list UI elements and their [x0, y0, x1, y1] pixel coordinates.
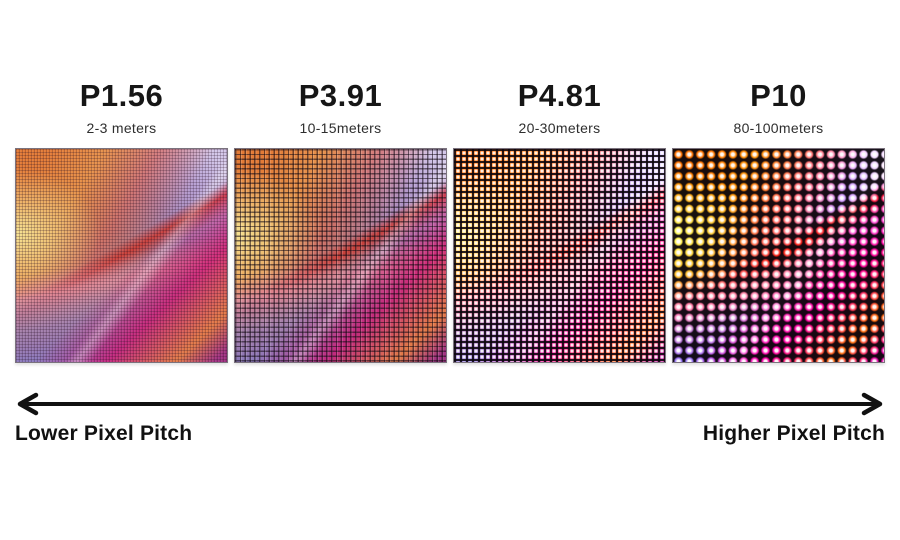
viewing-distance-label: 10-15meters [299, 119, 382, 136]
led-panel-image-p10 [672, 147, 885, 363]
column-header-p10: P10 80-100meters [672, 78, 885, 136]
pitch-label: P1.56 [79, 78, 164, 113]
led-grid-overlay-medium [235, 148, 446, 362]
led-dot-overlay-coarse [454, 148, 665, 362]
led-panel-image-p4-81 [453, 147, 666, 363]
led-panel-image-p1-56 [15, 147, 228, 363]
column-header-p3-91: P3.91 10-15meters [234, 78, 447, 136]
column-headers: P1.56 2-3 meters P3.91 10-15meters P4.81… [15, 0, 885, 136]
pitch-label: P10 [750, 78, 807, 113]
pitch-label: P4.81 [517, 78, 602, 113]
viewing-distance-label: 80-100meters [733, 119, 824, 136]
higher-pixel-pitch-label: Higher Pixel Pitch [702, 421, 885, 445]
led-mesh-overlay-fine [16, 148, 227, 362]
led-panel-row [15, 147, 885, 363]
column-header-p4-81: P4.81 20-30meters [453, 78, 666, 136]
lower-pixel-pitch-label: Lower Pixel Pitch [15, 421, 193, 445]
viewing-distance-label: 20-30meters [518, 119, 601, 136]
viewing-distance-label: 2-3 meters [86, 119, 157, 136]
pitch-label: P3.91 [298, 78, 383, 113]
double-headed-arrow-icon [17, 392, 883, 415]
pixel-pitch-axis: Lower Pixel Pitch Higher Pixel Pitch [15, 391, 885, 446]
led-dot-overlay-very-coarse [673, 148, 884, 362]
column-header-p1-56: P1.56 2-3 meters [15, 78, 228, 136]
abstract-artwork [16, 148, 227, 362]
led-panel-image-p3-91 [234, 147, 447, 363]
